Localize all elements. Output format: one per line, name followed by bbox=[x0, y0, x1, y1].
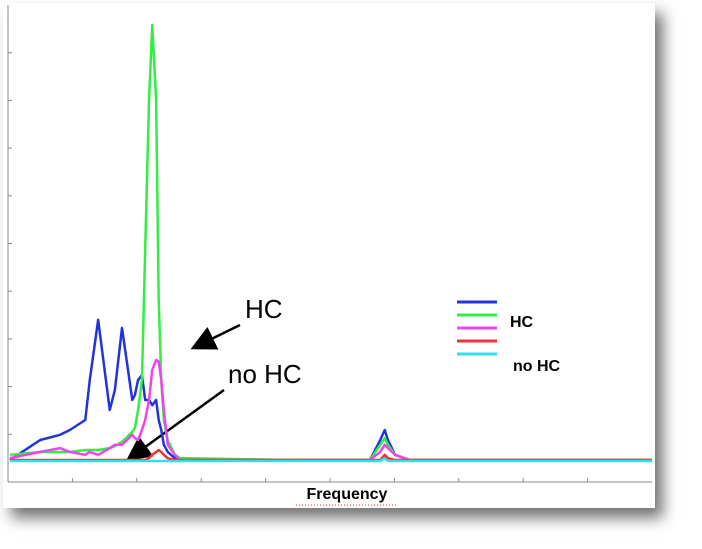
annotation-arrow bbox=[190, 323, 241, 350]
x-axis-label: Frequency bbox=[307, 486, 388, 503]
annotation: HC bbox=[245, 294, 283, 324]
chart-card bbox=[3, 3, 655, 508]
series-line bbox=[9, 456, 652, 463]
series-line bbox=[9, 23, 652, 462]
legend-label: HC bbox=[510, 314, 534, 331]
series-line bbox=[9, 318, 652, 462]
annotation: no HC bbox=[228, 359, 302, 389]
series-line bbox=[9, 358, 652, 462]
annotation-arrow bbox=[125, 388, 225, 461]
legend-label: no HC bbox=[513, 358, 561, 375]
